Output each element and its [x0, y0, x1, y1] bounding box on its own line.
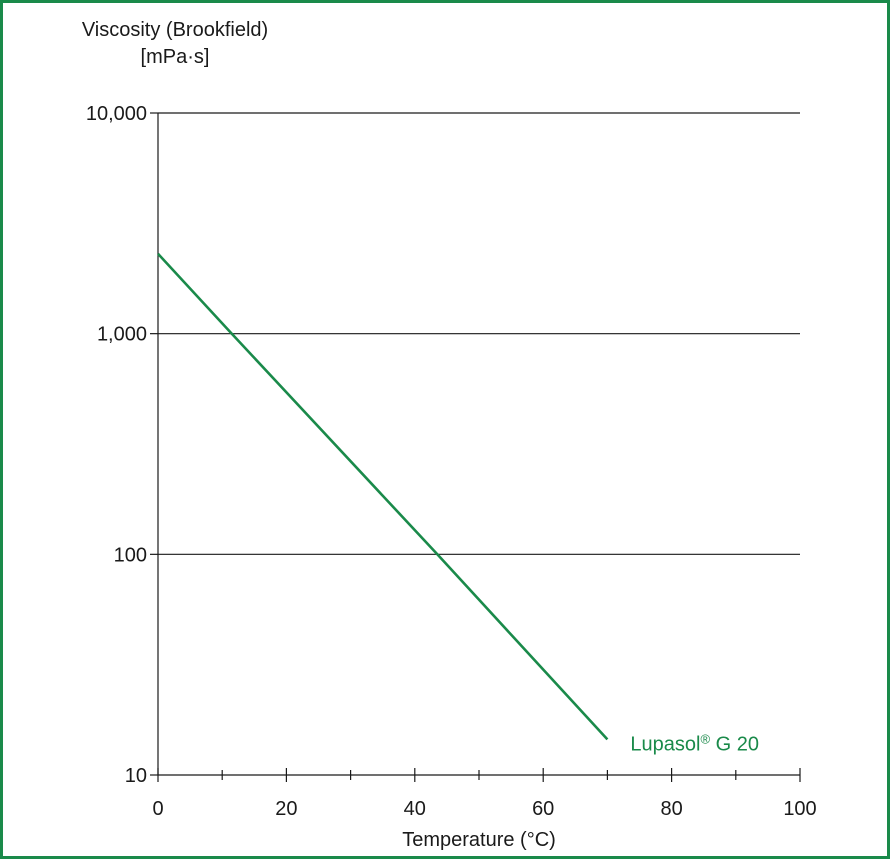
series-line: [157, 252, 609, 741]
y-axis-title-line1: Viscosity (Brookfield): [82, 19, 268, 41]
axes: 10 100 1,000 10,000 0 20 40 60 80 100: [86, 103, 817, 820]
gridlines: [158, 112, 800, 555]
x-tick-label: 80: [660, 798, 682, 820]
x-tick-label: 0: [152, 798, 163, 820]
y-tick-label: 10,000: [86, 103, 147, 125]
y-tick-label: 100: [114, 544, 147, 566]
y-tick-label: 1,000: [97, 324, 147, 346]
x-tick-label: 100: [783, 798, 816, 820]
x-axis-title: Temperature (°C): [402, 829, 556, 851]
series-label: Lupasol® G 20: [630, 731, 759, 755]
y-tick-label: 10: [125, 765, 147, 787]
y-axis-title-line2: [mPa·s]: [141, 46, 210, 68]
series: Lupasol® G 20: [157, 252, 759, 755]
x-tick-label: 60: [532, 798, 554, 820]
x-tick-label: 20: [275, 798, 297, 820]
x-tick-label: 40: [404, 798, 426, 820]
